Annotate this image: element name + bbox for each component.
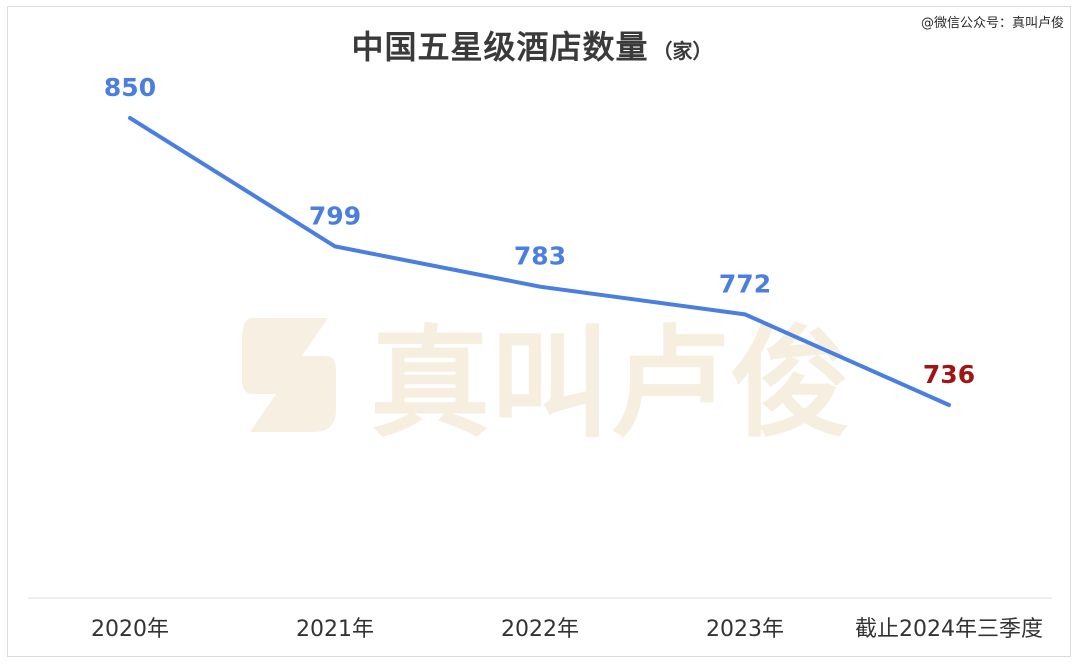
x-tick-label: 2022年 [501,617,579,642]
series-line [128,116,951,407]
x-tick-label: 2021年 [296,617,374,642]
x-tick-label: 截止2024年三季度 [855,617,1043,642]
data-label: 850 [104,73,156,102]
data-label: 736 [923,360,975,389]
x-tick-label: 2020年 [91,617,169,642]
data-label: 772 [719,269,771,298]
data-label: 783 [514,242,566,271]
data-label: 799 [309,201,361,230]
watermark-text: 真叫卢俊 [370,315,850,454]
watermark: 真叫卢俊 [242,315,850,454]
chart-title: 中国五星级酒店数量 [351,28,649,66]
drop-lines [129,118,950,555]
x-tick-label: 2023年 [706,617,784,642]
watermark-logo-icon [242,318,336,432]
credit-text: @微信公众号：真叫卢俊 [920,16,1064,31]
chart-title-block: 中国五星级酒店数量 （家） [0,22,1064,68]
series-line-group [128,116,951,407]
x-tick-labels: 2020年 2021年 2022年 2023年 截止2024年三季度 [91,617,1043,642]
chart-unit: （家） [652,39,713,63]
value-labels: 850 799 783 772 736 [104,73,975,389]
chart-frame [7,6,1071,657]
